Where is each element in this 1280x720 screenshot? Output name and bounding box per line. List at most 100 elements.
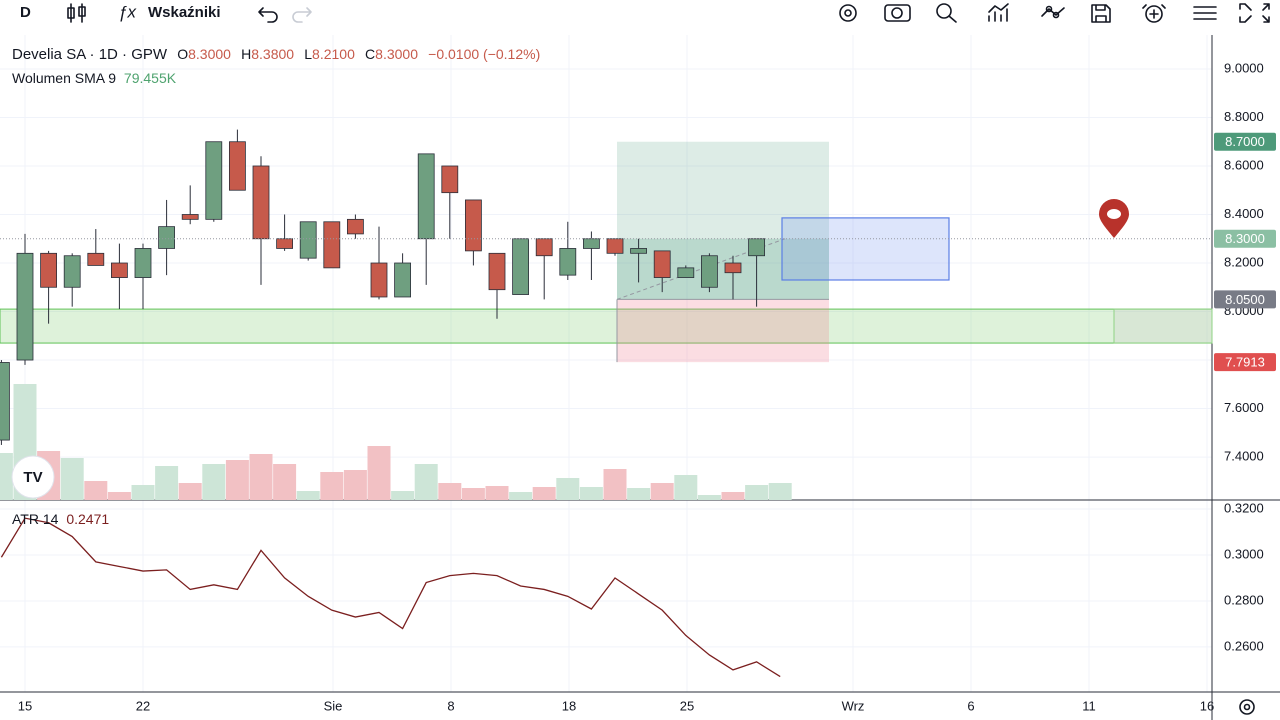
volume-name: Wolumen SMA 9 [12,70,116,86]
y-tick-label: 8.4000 [1224,206,1264,221]
candle-body [346,218,364,235]
legend-line: Develia SA · 1D · GPW O8.3000 H8.3800 L8… [12,46,540,63]
candle-body [252,165,270,240]
volume-bar [721,492,745,500]
redo-icon[interactable] [292,7,312,23]
volume-value: 79.455K [124,70,177,86]
scale-settings-icon[interactable] [1239,699,1255,715]
snapshot-icon[interactable] [884,4,911,22]
candle-body [583,238,600,249]
target-badge [1214,132,1276,151]
candle-body [630,248,647,254]
indicators-button[interactable]: Wskaźniki [148,4,221,21]
candle-body [181,214,199,220]
ohlc-key: L [304,46,312,62]
chart-type-icon[interactable] [67,3,86,23]
x-tick-label: 11 [1082,698,1096,713]
candle-body [323,221,341,269]
x-tick-label: 18 [562,698,576,713]
atr-legend: ATR 14 0.2471 [12,511,109,527]
volume-bar [674,475,698,500]
volume-bar [320,472,344,500]
atr-name: ATR 14 [12,511,59,527]
candle-body [40,252,57,288]
logo[interactable]: TV [11,455,55,499]
candle-body [677,267,695,278]
volume-bar [414,464,438,500]
ohlc-value: 8.3000 [375,46,418,62]
volume-bar [131,485,155,500]
zone-extension [1113,308,1213,344]
fx-icon[interactable]: ƒx [118,2,136,21]
candle-body [134,248,152,278]
ohlc-value: 8.3800 [251,46,294,62]
ohlc-key: H [241,46,251,62]
candle-body [559,248,577,276]
toolbar: D ƒx Wskaźniki [20,2,1270,23]
y-tick-label: 9.0000 [1224,60,1264,75]
volume-bar [155,466,179,500]
volume-bar [84,481,108,500]
last-price-badge-label: 8.3000 [1225,231,1265,246]
candle-body [111,262,128,278]
target-badge-label: 8.7000 [1225,134,1265,149]
candle-body [370,262,388,298]
pin-hole [1107,209,1121,219]
last-price-badge [1214,229,1276,248]
volume-bar [0,453,13,500]
x-tick-label: Wrz [842,698,865,713]
settings-list-icon[interactable] [1193,6,1217,20]
save-icon[interactable] [1091,4,1111,23]
volume-bar [697,495,721,500]
stop-badge-label: 7.7913 [1225,355,1265,370]
fullscreen-icon[interactable] [1239,3,1270,23]
ohlc-value: 8.2100 [312,46,355,62]
volume-bar [485,486,509,500]
candle-body [748,238,765,257]
candle-body [0,362,10,441]
candle-body [724,262,742,274]
x-tick-label: 25 [680,698,694,713]
volume-bar [438,483,462,500]
volume-bar [107,492,131,500]
entry-badge-label: 8.0500 [1225,292,1265,307]
settings-icon[interactable] [839,4,857,22]
alerts-icon[interactable] [1041,7,1065,17]
y-tick-label: 8.8000 [1224,109,1264,124]
volume-bar [367,446,391,500]
candle-body [464,199,482,252]
volume-bar [532,487,556,500]
x-tick-label: 15 [18,698,32,713]
y-tick-label: 8.6000 [1224,157,1264,172]
y-tick-label: 7.6000 [1224,400,1264,415]
volume-bar [60,458,84,500]
undo-icon[interactable] [258,7,278,23]
volume-bar [461,488,485,500]
volume-bar [579,487,603,500]
y2-tick-label: 0.2600 [1224,638,1264,653]
volume-bar [603,469,627,500]
search-icon[interactable] [936,3,952,19]
zone [0,308,1213,344]
candle-body [535,238,553,257]
interval-button[interactable]: D [20,4,31,21]
candle-body [276,238,294,249]
change: −0.0100 (−0.12%) [428,46,540,62]
box [781,217,950,281]
volume-bar [509,492,533,500]
volume-bar [391,491,415,500]
x-tick-label: 8 [447,698,454,713]
volume-bar [296,491,320,500]
x-tick-label: 22 [136,698,150,713]
candle-body [488,252,506,291]
compare-icon[interactable] [988,3,1009,22]
x-tick-label: 16 [1200,698,1214,713]
volume-bar [650,483,674,500]
alert-add-icon[interactable] [1145,5,1163,23]
y2-tick-label: 0.3000 [1224,546,1264,561]
symbol: Develia SA · 1D · GPW [12,46,168,63]
candle-body [512,238,529,295]
profit-zone [617,238,829,300]
candle-body [16,252,34,361]
